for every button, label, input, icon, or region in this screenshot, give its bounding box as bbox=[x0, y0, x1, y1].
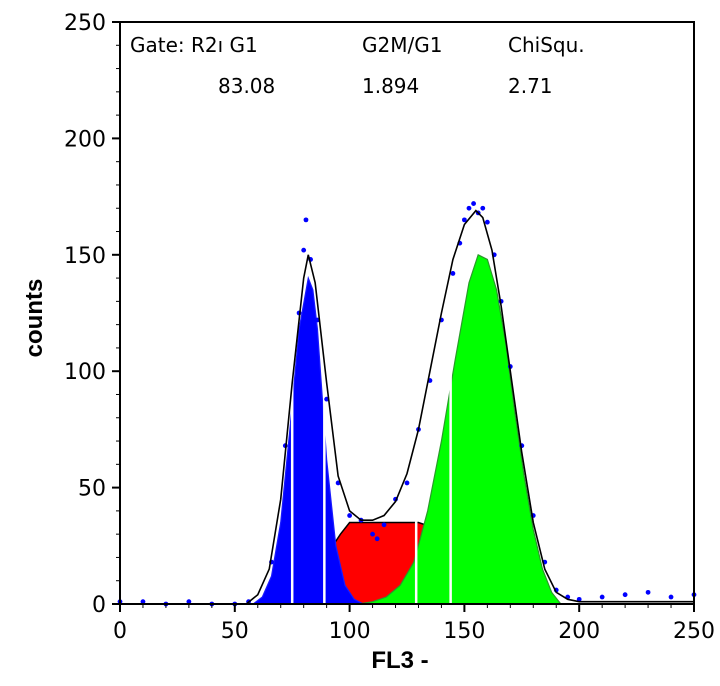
data-point bbox=[301, 247, 307, 253]
x-axis-label: FL3 - bbox=[371, 647, 428, 674]
data-point bbox=[599, 594, 605, 600]
data-point bbox=[374, 536, 380, 542]
plot-frame bbox=[119, 21, 695, 605]
data-point bbox=[404, 480, 410, 486]
y-tick-label: 200 bbox=[64, 127, 106, 152]
y-tick-label: 250 bbox=[64, 11, 106, 36]
data-point bbox=[186, 599, 192, 605]
header-value-3: 2.71 bbox=[508, 74, 553, 98]
data-point bbox=[622, 592, 628, 598]
y-axis-label: counts bbox=[21, 279, 48, 358]
data-point bbox=[645, 589, 651, 595]
data-point bbox=[471, 201, 476, 206]
data-point bbox=[347, 513, 352, 518]
fit-line bbox=[120, 209, 694, 605]
x-tick-label: 0 bbox=[113, 619, 127, 644]
g1-peak-outline bbox=[252, 275, 364, 605]
data-point bbox=[370, 531, 375, 537]
data-point bbox=[480, 205, 486, 211]
data-point bbox=[668, 594, 674, 600]
x-tick-label: 50 bbox=[221, 619, 249, 644]
axes: 0 50 100 150 200 250 0 50 100 150 200 250 bbox=[64, 11, 715, 644]
data-point bbox=[303, 217, 309, 223]
y-tick-label: 150 bbox=[64, 244, 106, 269]
y-tick-label: 50 bbox=[78, 477, 106, 502]
plot-area bbox=[117, 201, 697, 607]
header-value-1: 83.08 bbox=[218, 74, 275, 98]
g2m-peak-area bbox=[358, 254, 561, 605]
data-point bbox=[462, 217, 467, 223]
header-label-2: G2M/G1 bbox=[362, 33, 442, 57]
x-tick-label: 250 bbox=[673, 619, 715, 644]
header-label-3: ChiSqu. bbox=[508, 33, 585, 57]
header-value-2: 1.894 bbox=[362, 74, 419, 98]
y-tick-label: 100 bbox=[64, 360, 106, 385]
header-label-1: Gate: R2ı G1 bbox=[130, 33, 258, 57]
x-tick-label: 150 bbox=[443, 619, 485, 644]
y-tick-label: 0 bbox=[92, 593, 106, 618]
data-point bbox=[466, 205, 472, 211]
data-point bbox=[576, 596, 582, 602]
g2m-peak-outline bbox=[358, 253, 562, 605]
data-point bbox=[140, 599, 146, 605]
data-point bbox=[484, 219, 490, 225]
x-tick-label: 100 bbox=[329, 619, 371, 644]
data-point bbox=[381, 522, 387, 528]
chart-header: Gate: R2ı G1 G2M/G1 ChiSqu. 83.08 1.894 2.71 bbox=[130, 33, 585, 98]
data-point bbox=[450, 271, 456, 276]
x-tick-label: 200 bbox=[558, 619, 600, 644]
